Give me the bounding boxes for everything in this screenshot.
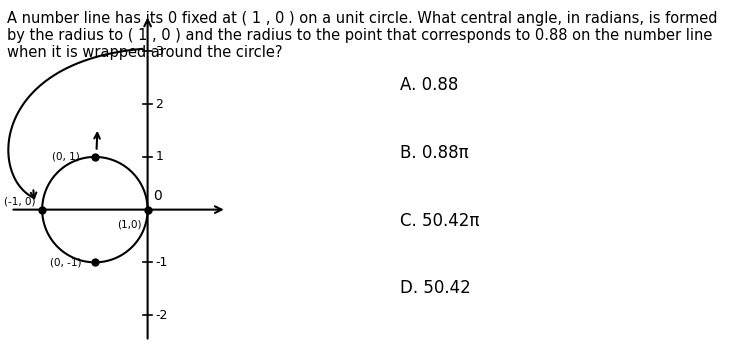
Text: -2: -2 [155,309,168,321]
Text: 0: 0 [153,189,161,203]
Text: A number line has its 0 fixed at ( 1 , 0 ) on a unit circle. What central angle,: A number line has its 0 fixed at ( 1 , 0… [7,11,718,61]
Text: 1: 1 [155,151,164,163]
Text: A. 0.88: A. 0.88 [400,77,458,94]
Text: 2: 2 [155,98,164,111]
Text: (0, 1): (0, 1) [52,152,80,162]
Text: (0, -1): (0, -1) [50,257,81,267]
Text: C. 50.42π: C. 50.42π [400,212,479,230]
Text: B. 0.88π: B. 0.88π [400,144,468,162]
Text: D. 50.42: D. 50.42 [400,279,471,297]
Text: (1,0): (1,0) [117,219,141,229]
Text: -1: -1 [155,256,168,269]
Text: (-1, 0): (-1, 0) [4,197,36,207]
Text: 3: 3 [155,45,164,58]
